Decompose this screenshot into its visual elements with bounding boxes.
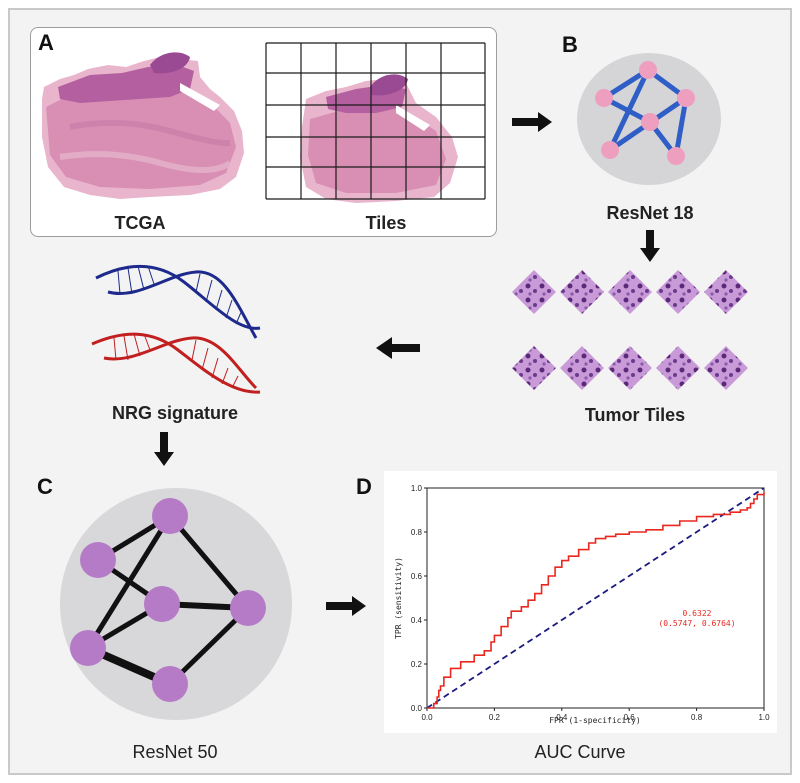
arrow-left-icon — [376, 337, 420, 359]
x-tick-label: 0.0 — [421, 713, 433, 722]
x-axis-label: FPR (1-specificity) — [549, 716, 641, 725]
tiles-label: Tiles — [365, 213, 407, 233]
resnet18-label: ResNet 18 — [606, 203, 694, 223]
arrow-down-icon — [640, 230, 660, 262]
tumor-tiles-mosaic — [512, 270, 748, 390]
panel-c-letter: C — [37, 474, 53, 499]
tumor-tiles-label: Tumor Tiles — [584, 405, 686, 425]
dna-blue-helix — [95, 265, 261, 339]
arrow-right-icon — [512, 112, 552, 132]
panel-a-letter: A — [38, 30, 54, 55]
dna-icon — [91, 265, 261, 394]
panel-a-graphics — [42, 42, 486, 203]
y-tick-label: 0.2 — [411, 660, 423, 669]
y-tick-label: 0.4 — [411, 616, 423, 625]
y-tick-label: 0.8 — [411, 528, 423, 537]
arrow-right-icon-2 — [326, 596, 366, 616]
auc-curve-label: AUC Curve — [534, 742, 626, 762]
resnet18-network — [577, 53, 721, 185]
x-tick-label: 0.6 — [624, 713, 636, 722]
panel-b-letter: B — [562, 32, 578, 57]
x-tick-label: 0.8 — [691, 713, 703, 722]
tile-grid — [265, 42, 486, 200]
y-tick-label: 0.6 — [411, 572, 423, 581]
resnet18-nodes — [595, 61, 695, 165]
y-tick-label: 1.0 — [411, 484, 423, 493]
dna-red-helix — [91, 332, 261, 394]
y-ticks: 0.0 0.2 0.4 0.6 0.8 1.0 — [411, 484, 427, 713]
x-tick-label: 1.0 — [758, 713, 770, 722]
chance-diagonal-line — [426, 487, 765, 709]
tcga-label: TCGA — [114, 213, 166, 233]
wsi-slide — [42, 52, 244, 199]
x-tick-label: 0.2 — [489, 713, 501, 722]
x-ticks: 0.0 0.2 0.4 0.6 0.8 1.0 — [421, 708, 770, 722]
nrg-signature-label: NRG signature — [111, 403, 239, 423]
roc-axes-frame — [426, 487, 765, 709]
panel-d-letter: D — [356, 474, 372, 499]
resnet50-label: ResNet 50 — [132, 742, 218, 762]
y-axis-label: TPR (sensitivity) — [394, 557, 403, 639]
roc-chart: 0.0 0.2 0.4 0.6 0.8 1.0 0.0 0.2 0.4 0.6 0.8 1.0 FP… — [394, 484, 770, 725]
roc-curve-line — [427, 492, 765, 709]
auc-confidence-interval: (0.5747, 0.6764) — [658, 619, 735, 628]
tiled-slide — [300, 74, 458, 203]
resnet50-nodes — [70, 498, 266, 702]
x-tick-label: 0.4 — [556, 713, 568, 722]
auc-value: 0.6322 — [683, 609, 712, 618]
arrow-down-icon-2 — [154, 432, 174, 466]
tumor-tiles-row-1 — [512, 270, 748, 314]
y-tick-label: 0.0 — [411, 704, 423, 713]
resnet50-network — [60, 488, 292, 720]
roc-plot-box: 0.0 0.2 0.4 0.6 0.8 1.0 0.0 0.2 0.4 0.6 0.8 1.0 FP… — [384, 471, 777, 733]
tumor-tiles-row-2 — [512, 346, 748, 390]
